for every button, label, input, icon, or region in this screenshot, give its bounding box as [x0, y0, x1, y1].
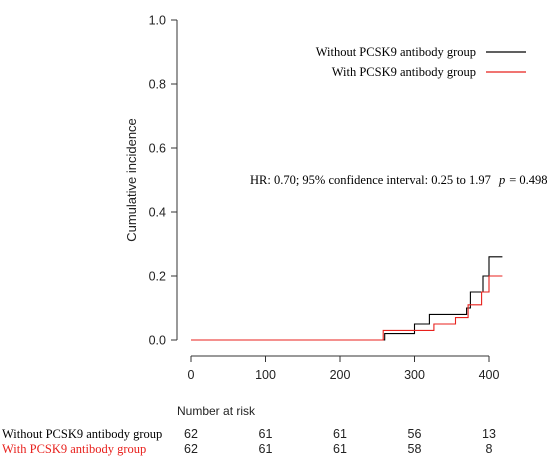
risk-value: 61 — [333, 427, 347, 441]
x-tick-label: 200 — [330, 368, 351, 382]
series-line-1 — [191, 256, 503, 341]
y-tick-label: 0.6 — [149, 142, 166, 156]
risk-value: 62 — [184, 442, 198, 456]
y-tick-label: 0.2 — [149, 270, 166, 284]
y-tick-label: 0.8 — [149, 78, 166, 92]
risk-value: 61 — [333, 442, 347, 456]
series-layer — [191, 256, 503, 341]
risk-value: 58 — [408, 442, 422, 456]
y-tick-label: 0.0 — [149, 334, 166, 348]
axes: 0.0 0.2 0.4 0.6 0.8 1.0 0 100 200 300 400 — [149, 14, 500, 383]
x-tick-label: 300 — [404, 368, 425, 382]
p-label: p — [498, 173, 505, 187]
x-tick-label: 400 — [479, 368, 500, 382]
risk-value: 56 — [408, 427, 422, 441]
risk-table: Without PCSK9 antibody group 62 61 61 56 13Wi… — [2, 427, 496, 456]
hr-annotation: HR: 0.70; 95% confidence interval: 0.25 … — [250, 173, 548, 187]
risk-value: 8 — [486, 442, 493, 456]
legend-label-1: Without PCSK9 antibody group — [316, 45, 476, 59]
hr-text: HR: 0.70; 95% confidence interval: 0.25 … — [250, 173, 491, 187]
risk-value: 62 — [184, 427, 198, 441]
risk-row-label-1: Without PCSK9 antibody group — [2, 427, 162, 441]
risk-value: 13 — [482, 427, 496, 441]
series-line-2 — [191, 275, 503, 341]
x-tick-label: 0 — [188, 368, 195, 382]
risk-table-title: Number at risk — [177, 404, 256, 418]
y-axis-label: Cumulative incidence — [124, 118, 139, 242]
y-tick-label: 1.0 — [149, 14, 166, 28]
risk-value: 61 — [259, 427, 273, 441]
legend-label-2: With PCSK9 antibody group — [332, 65, 476, 79]
risk-value: 61 — [259, 442, 273, 456]
risk-row-label-2: With PCSK9 antibody group — [2, 442, 146, 456]
p-value: = 0.498 — [509, 173, 547, 187]
x-tick-label: 100 — [255, 368, 276, 382]
legend: Without PCSK9 antibody group With PCSK9 a… — [316, 45, 526, 79]
y-tick-label: 0.4 — [149, 206, 166, 220]
